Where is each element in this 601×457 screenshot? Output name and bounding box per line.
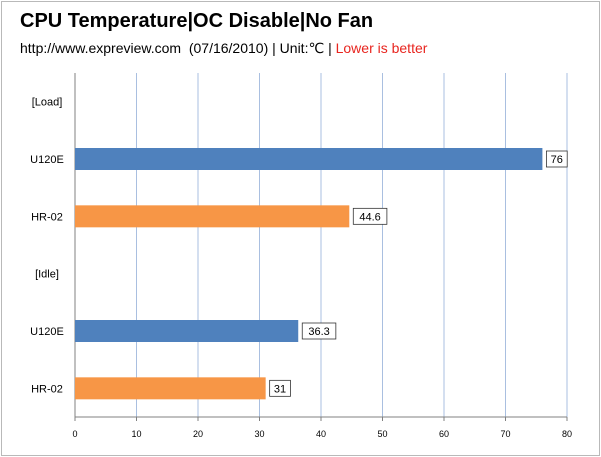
- category-label: U120E: [30, 154, 64, 166]
- bar: [75, 320, 299, 342]
- bar: [75, 205, 350, 228]
- category-label: [Idle]: [35, 269, 59, 281]
- category-label: HR-02: [31, 383, 63, 395]
- x-tick-label: 30: [254, 429, 264, 439]
- subtitle-unit: | Unit:℃ |: [272, 40, 332, 56]
- chart-subtitle: http://www.expreview.com (07/16/2010) | …: [20, 40, 427, 57]
- x-tick-label: 20: [193, 429, 203, 439]
- subtitle-source: http://www.expreview.com: [20, 40, 182, 56]
- data-label: 31: [274, 383, 286, 395]
- x-tick-label: 60: [439, 429, 449, 439]
- data-label: 44.6: [359, 211, 380, 223]
- chart-title: CPU Temperature|OC Disable|No Fan: [20, 10, 374, 32]
- data-label-box: [301, 322, 337, 340]
- x-tick-label: 0: [72, 429, 77, 439]
- bar: [75, 377, 266, 400]
- category-label: U120E: [30, 326, 64, 338]
- data-label-box: [352, 207, 388, 225]
- x-tick-label: 50: [377, 429, 387, 439]
- category-label: [Load]: [32, 97, 63, 109]
- subtitle-note: Lower is better: [335, 40, 428, 56]
- data-label-box: [269, 379, 291, 397]
- subtitle-date: (07/16/2010): [188, 40, 269, 56]
- data-label-box: [546, 150, 568, 168]
- data-label: 76: [551, 154, 563, 166]
- bar: [75, 148, 543, 170]
- x-tick-label: 70: [500, 429, 510, 439]
- category-label: HR-02: [31, 211, 63, 223]
- x-tick-label: 80: [562, 429, 572, 439]
- data-label: 36.3: [308, 326, 329, 338]
- x-tick-label: 10: [131, 429, 141, 439]
- x-tick-label: 40: [316, 429, 326, 439]
